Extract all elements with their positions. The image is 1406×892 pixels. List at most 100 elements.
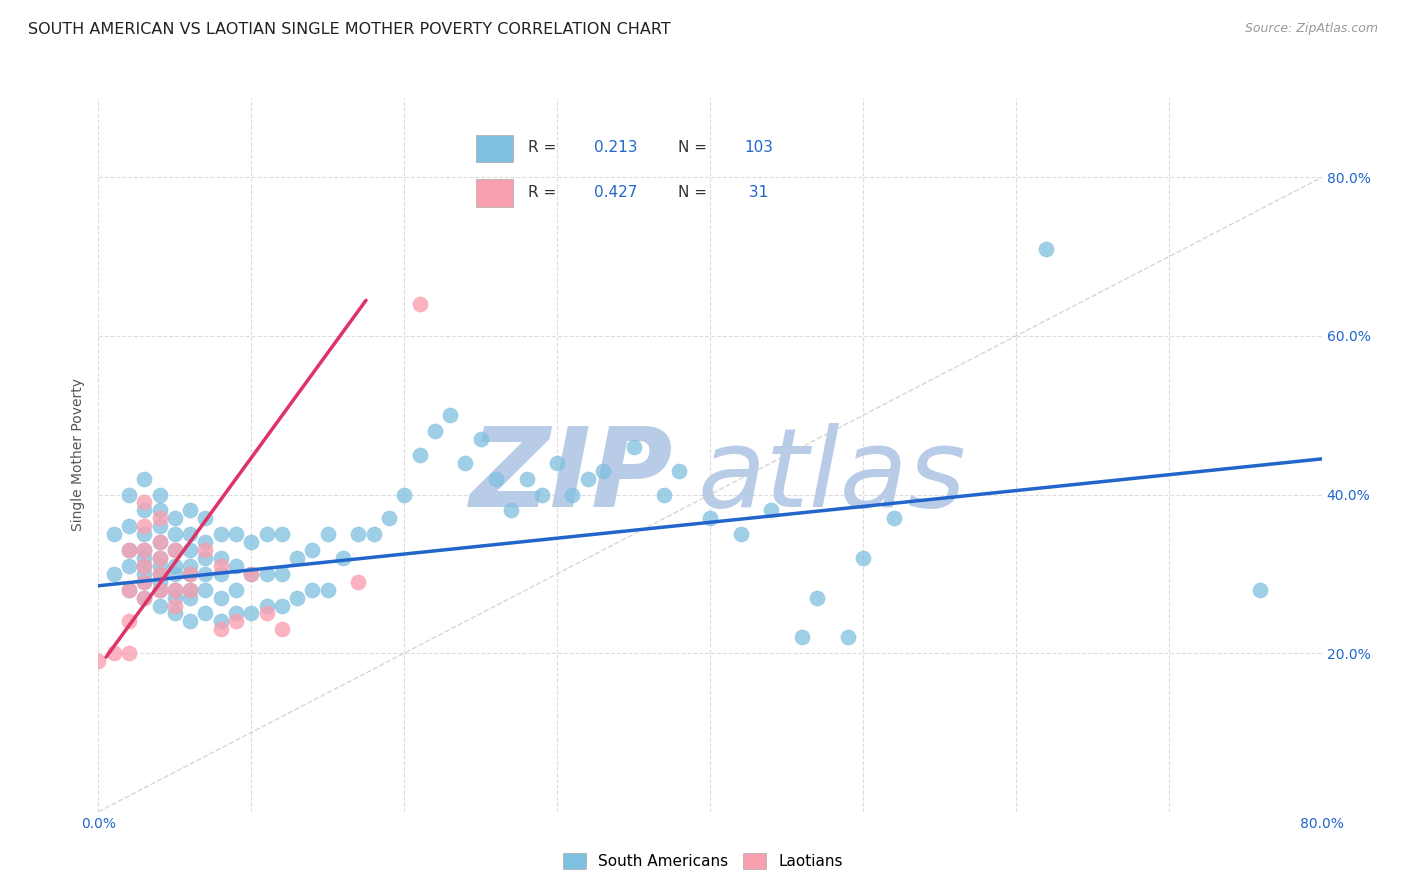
South Americans <box>1035 242 1057 256</box>
Laotians <box>256 607 278 621</box>
Laotians <box>134 574 156 589</box>
South Americans <box>179 591 201 605</box>
South Americans <box>163 511 186 525</box>
South Americans <box>179 582 201 597</box>
South Americans <box>730 527 752 541</box>
South Americans <box>194 535 217 549</box>
South Americans <box>118 543 141 558</box>
South Americans <box>149 582 172 597</box>
Laotians <box>163 582 186 597</box>
Text: Source: ZipAtlas.com: Source: ZipAtlas.com <box>1244 22 1378 36</box>
South Americans <box>301 543 323 558</box>
South Americans <box>1249 582 1271 597</box>
South Americans <box>179 527 201 541</box>
South Americans <box>179 566 201 581</box>
Y-axis label: Single Mother Poverty: Single Mother Poverty <box>72 378 86 532</box>
South Americans <box>134 574 156 589</box>
South Americans <box>179 503 201 517</box>
Laotians <box>408 297 430 311</box>
South Americans <box>209 591 232 605</box>
Laotians <box>179 582 201 597</box>
South Americans <box>454 456 477 470</box>
South Americans <box>209 566 232 581</box>
South Americans <box>163 582 186 597</box>
South Americans <box>134 527 156 541</box>
South Americans <box>134 543 156 558</box>
South Americans <box>163 607 186 621</box>
South Americans <box>118 519 141 533</box>
South Americans <box>149 551 172 566</box>
Laotians <box>118 615 141 629</box>
South Americans <box>194 607 217 621</box>
South Americans <box>163 527 186 541</box>
South Americans <box>194 582 217 597</box>
South Americans <box>883 511 905 525</box>
South Americans <box>149 519 172 533</box>
South Americans <box>806 591 828 605</box>
Laotians <box>118 543 141 558</box>
South Americans <box>163 543 186 558</box>
South Americans <box>576 472 599 486</box>
South Americans <box>470 432 492 446</box>
South Americans <box>240 535 263 549</box>
South Americans <box>149 599 172 613</box>
Laotians <box>87 654 110 668</box>
South Americans <box>163 591 186 605</box>
South Americans <box>118 487 141 501</box>
South Americans <box>408 448 430 462</box>
South Americans <box>179 543 201 558</box>
South Americans <box>134 591 156 605</box>
Laotians <box>134 558 156 573</box>
South Americans <box>149 566 172 581</box>
Laotians <box>209 558 232 573</box>
Text: atlas: atlas <box>697 423 966 530</box>
South Americans <box>149 574 172 589</box>
South Americans <box>179 615 201 629</box>
South Americans <box>256 527 278 541</box>
South Americans <box>316 527 339 541</box>
South Americans <box>699 511 721 525</box>
South Americans <box>561 487 583 501</box>
Laotians <box>209 623 232 637</box>
South Americans <box>209 551 232 566</box>
Laotians <box>149 511 172 525</box>
South Americans <box>118 558 141 573</box>
Laotians <box>149 535 172 549</box>
South Americans <box>392 487 416 501</box>
South Americans <box>316 582 339 597</box>
South Americans <box>134 558 156 573</box>
South Americans <box>163 566 186 581</box>
South Americans <box>668 464 690 478</box>
South Americans <box>423 424 446 438</box>
Laotians <box>149 566 172 581</box>
South Americans <box>149 558 172 573</box>
Laotians <box>134 543 156 558</box>
Laotians <box>134 519 156 533</box>
Laotians <box>347 574 370 589</box>
South Americans <box>332 551 354 566</box>
Legend: South Americans, Laotians: South Americans, Laotians <box>557 847 849 875</box>
South Americans <box>378 511 401 525</box>
South Americans <box>256 566 278 581</box>
Laotians <box>179 566 201 581</box>
South Americans <box>209 527 232 541</box>
South Americans <box>225 607 247 621</box>
Laotians <box>225 615 247 629</box>
South Americans <box>134 551 156 566</box>
Laotians <box>134 495 156 509</box>
South Americans <box>118 582 141 597</box>
South Americans <box>103 566 125 581</box>
South Americans <box>225 558 247 573</box>
South Americans <box>285 551 308 566</box>
Laotians <box>240 566 263 581</box>
South Americans <box>134 503 156 517</box>
South Americans <box>501 503 523 517</box>
Laotians <box>194 543 217 558</box>
South Americans <box>592 464 614 478</box>
Laotians <box>270 623 292 637</box>
South Americans <box>270 599 292 613</box>
South Americans <box>149 535 172 549</box>
South Americans <box>285 591 308 605</box>
South Americans <box>301 582 323 597</box>
South Americans <box>546 456 568 470</box>
